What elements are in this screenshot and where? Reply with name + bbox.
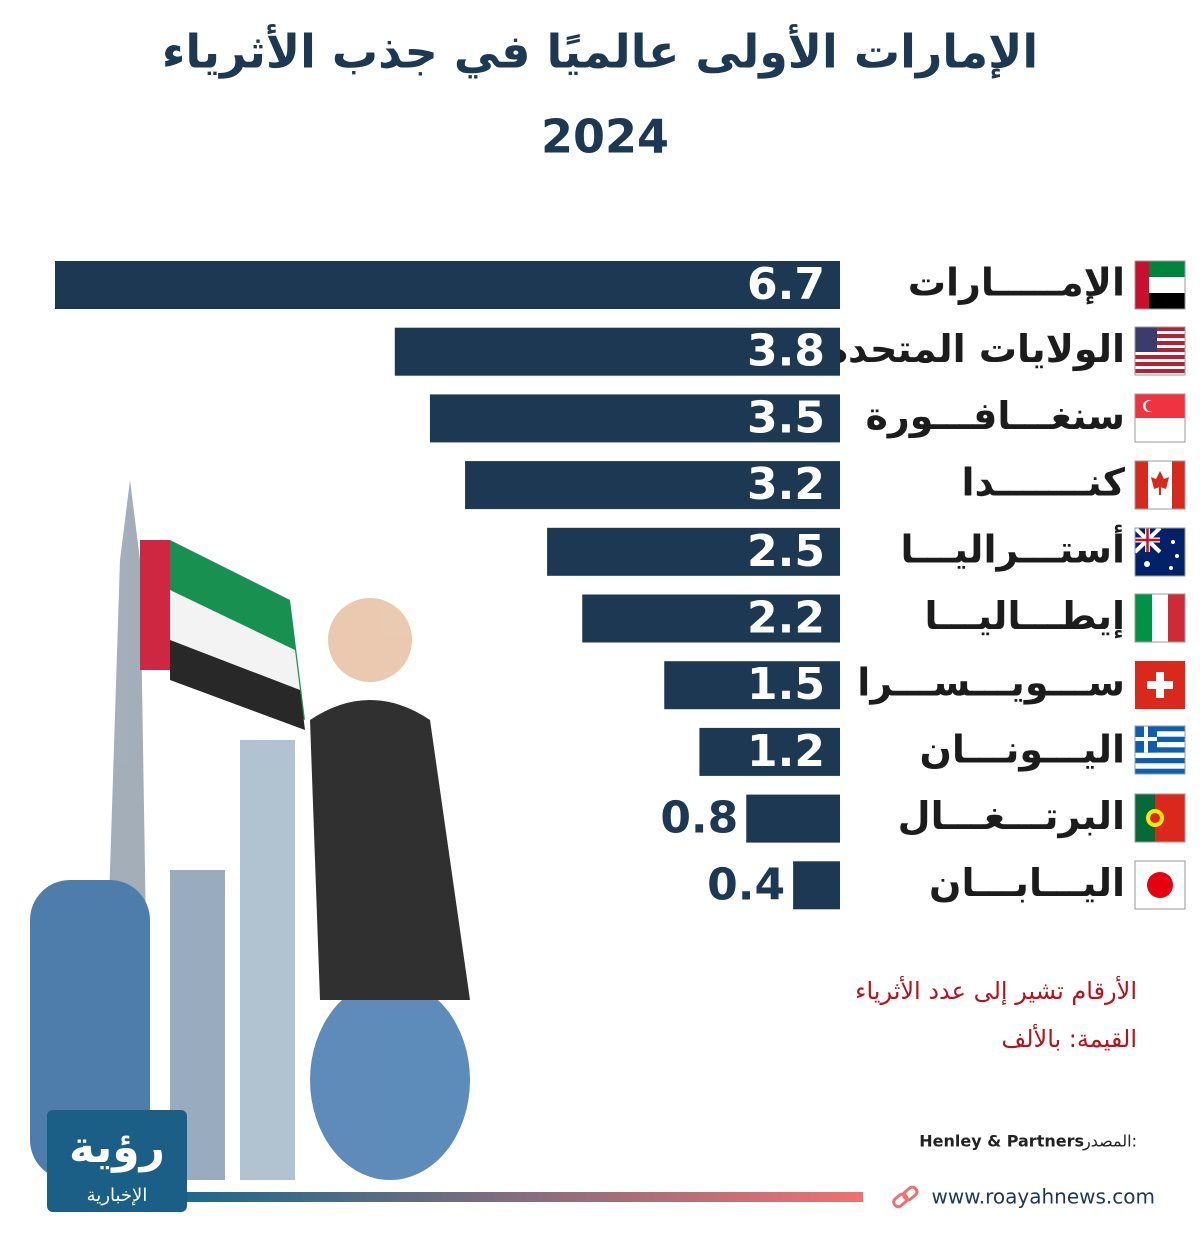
category-label: البرتـــغـــال <box>898 794 1125 838</box>
logo-tagline: الإخبارية <box>87 1185 148 1206</box>
flag-greece <box>1134 725 1186 775</box>
chart-subtitle: 2024 <box>541 110 669 164</box>
value-label: 0.8 <box>660 793 738 844</box>
logo-name: رؤية <box>69 1122 165 1173</box>
flag-portugal <box>1134 793 1186 843</box>
category-label: الولايات المتحدة <box>826 327 1125 371</box>
footer-rule <box>185 1192 863 1202</box>
bar <box>664 661 840 710</box>
bar <box>465 461 840 510</box>
logo-box <box>47 1110 187 1212</box>
category-label: أستـــراليـــا <box>900 524 1125 571</box>
flag-uae <box>1134 260 1186 310</box>
bar <box>394 327 840 376</box>
flag-japan <box>1134 860 1186 910</box>
value-label: 3.5 <box>747 392 825 443</box>
category-label: إيطـــاليـــا <box>924 594 1125 639</box>
flag-australia <box>1133 526 1186 577</box>
background-art <box>30 480 470 1180</box>
link-icon <box>892 1185 919 1209</box>
flag-singapore <box>1134 393 1186 443</box>
value-label: 2.2 <box>747 593 825 644</box>
category-label: الإمـــــارات <box>908 261 1125 305</box>
flag-canada <box>1134 460 1186 510</box>
note: الأرقام تشير إلى عدد الأثرياء <box>855 976 1137 1006</box>
category-label: سنغـــافـــورة <box>865 394 1125 438</box>
note: القيمة: بالألف <box>1001 1024 1137 1053</box>
source-label: المصدر: <box>1082 1132 1137 1152</box>
website: www.roayahnews.com <box>932 1185 1155 1209</box>
category-label: كنـــــــدا <box>961 461 1125 505</box>
flag-switzerland <box>1135 661 1185 709</box>
bar <box>793 861 840 910</box>
bar <box>582 594 840 643</box>
bar <box>55 261 840 309</box>
value-label: 3.8 <box>747 326 825 377</box>
category-label: اليـــونـــان <box>919 727 1125 771</box>
value-label: 0.4 <box>707 859 785 910</box>
value-label: 1.5 <box>747 659 825 710</box>
bar <box>699 727 840 776</box>
category-label: اليـــابـــان <box>929 861 1125 905</box>
value-label: 2.5 <box>747 526 825 577</box>
bar <box>547 527 840 576</box>
source: Henley & Partners <box>919 1132 1084 1151</box>
category-label: ســـويـــســـرا <box>857 661 1125 705</box>
value-label: 3.2 <box>747 459 825 510</box>
flags <box>1133 260 1186 910</box>
value-label: 6.7 <box>747 259 825 310</box>
bar <box>746 794 840 843</box>
chart-title: الإمارات الأولى عالميًا في جذب الأثرياء <box>162 24 1038 79</box>
flag-italy <box>1134 593 1186 643</box>
bar <box>429 394 840 443</box>
flag-usa <box>1134 326 1186 376</box>
value-label: 1.2 <box>747 726 825 777</box>
